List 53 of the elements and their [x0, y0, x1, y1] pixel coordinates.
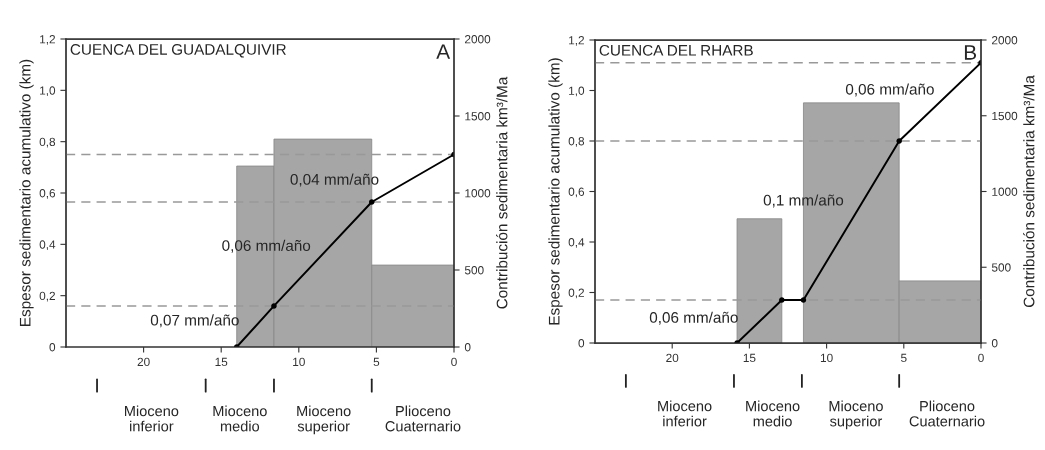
- y-tick-label: 0: [578, 339, 585, 348]
- x-tick-label: 15: [743, 353, 756, 363]
- text: Plioceno Cuaternario: [909, 400, 985, 427]
- x-tick-label: 10: [293, 357, 305, 367]
- annotation: A: [436, 44, 451, 59]
- y2-tick-label: 0: [464, 343, 471, 352]
- text: Mioceno inferior: [125, 405, 179, 432]
- y2-tick-label: 500: [464, 266, 484, 275]
- y2-tick-label: 0: [991, 339, 998, 348]
- x-tick-label: 5: [373, 357, 380, 367]
- x-tick-label: 10: [820, 353, 833, 363]
- y2-axis-title: Contribución sedimentaria km³/Ma: [1023, 75, 1035, 308]
- x-tick-label: 15: [215, 357, 228, 367]
- x-tick-label: 20: [666, 353, 679, 363]
- text: Plioceno Cuaternario: [385, 405, 461, 432]
- y-axis-title: Espesor sedimentario acumulativo (km): [19, 59, 34, 326]
- y2-tick-label: 2000: [992, 36, 1018, 45]
- y2-tick-label: 1000: [992, 187, 1018, 196]
- y2-tick-label: 500: [991, 263, 1011, 272]
- text: Mioceno medio: [746, 400, 800, 427]
- y-axis-title: Espesor sedimentario acumulativo (km): [548, 58, 563, 325]
- y-tick-label: 0,8: [568, 137, 585, 147]
- y-tick-label: 0,2: [568, 288, 584, 299]
- y-tick-label: 1,2: [40, 35, 55, 45]
- y-tick-label: 1,2: [569, 36, 584, 46]
- y-tick-label: 0,4: [39, 240, 56, 251]
- y-tick-label: 0,4: [568, 238, 585, 248]
- y-tick-label: 1,0: [569, 86, 585, 97]
- y-tick-label: 1,0: [40, 86, 56, 97]
- annotation: 0,06 mm/año: [649, 311, 738, 325]
- y2-tick-label: 1000: [465, 189, 491, 198]
- text: Mioceno superior: [297, 405, 351, 435]
- annotation: 0,06 mm/año: [845, 83, 934, 97]
- chart-title: CUENCA DEL GUADALQUIVIR: [70, 44, 286, 58]
- text: Mioceno inferior: [658, 400, 712, 427]
- annotation: B: [964, 45, 977, 60]
- x-tick-label: 20: [137, 357, 150, 367]
- text: Mioceno superior: [829, 400, 883, 430]
- x-tick-label: 0: [451, 357, 457, 367]
- y-tick-label: 0,8: [39, 137, 56, 148]
- y-tick-label: 0,6: [39, 189, 56, 199]
- y2-tick-label: 1500: [992, 111, 1018, 121]
- x-tick-label: 0: [978, 353, 984, 363]
- y2-tick-label: 1500: [465, 112, 491, 121]
- y-tick-label: 0: [49, 343, 56, 352]
- y2-tick-label: 2000: [465, 35, 491, 44]
- y-tick-label: 0,2: [39, 291, 55, 302]
- x-tick-label: 5: [900, 353, 907, 363]
- y-tick-label: 0,6: [568, 187, 585, 198]
- annotation: 0,07 mm/año: [150, 314, 239, 328]
- y2-axis-title: Contribución sedimentaria km³/Ma: [496, 76, 508, 309]
- text: Mioceno medio: [213, 405, 267, 432]
- chart-title: CUENCA DEL RHARB: [599, 44, 753, 56]
